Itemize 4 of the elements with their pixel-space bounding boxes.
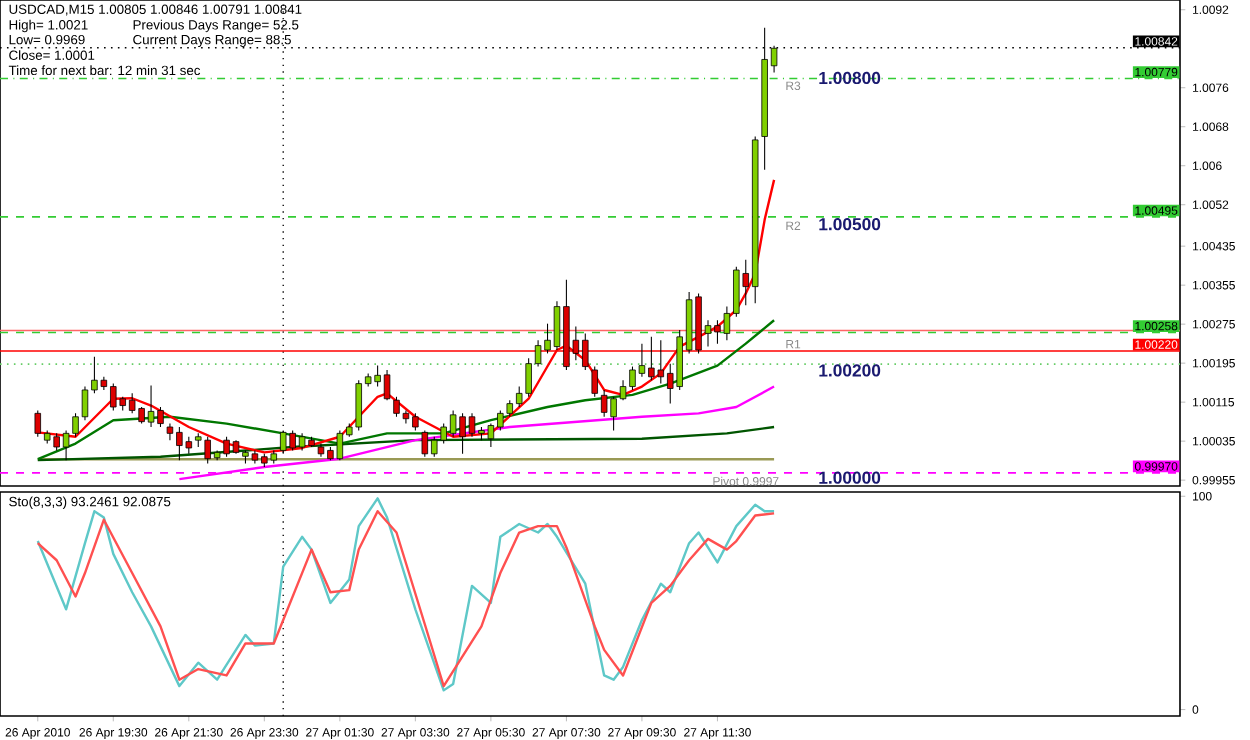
annotation: 1.00000	[819, 471, 881, 484]
annotation: 1.00500	[819, 218, 881, 231]
annotation: 1.00800	[819, 71, 881, 85]
annotation: 1.00200	[819, 364, 881, 377]
